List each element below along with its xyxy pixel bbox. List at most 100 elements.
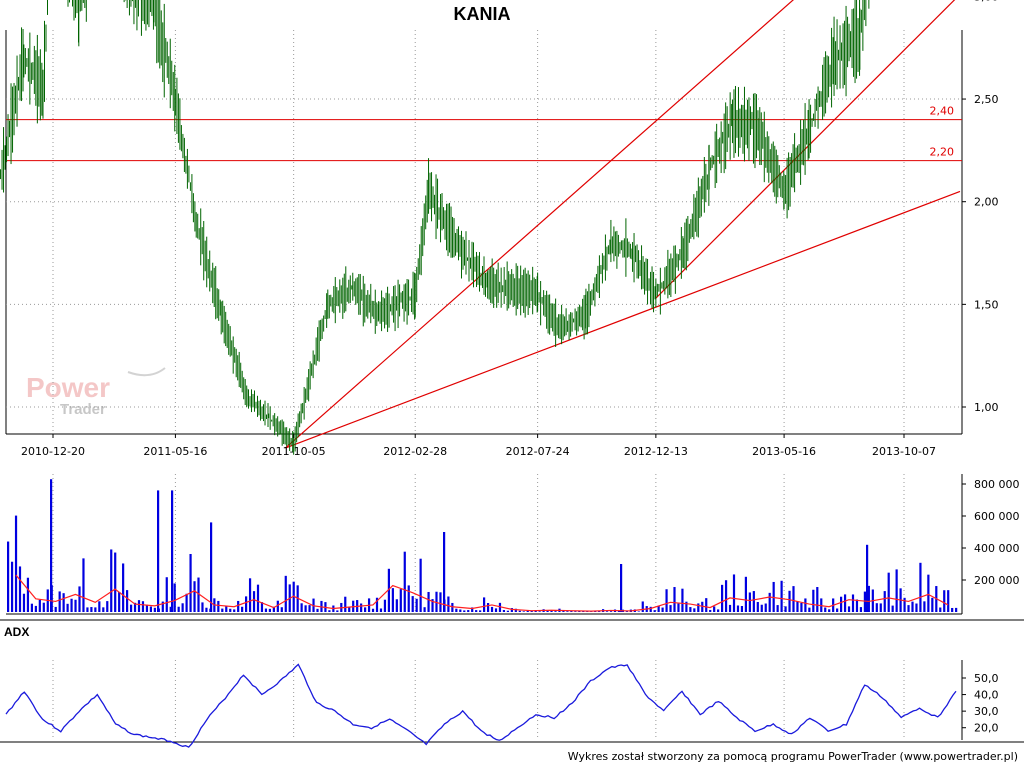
volume-y-ticks: 200 000 400 000 600 000 800 000 xyxy=(962,478,1020,587)
volume-bar xyxy=(185,593,188,612)
x-tick-label: 2013-10-07 xyxy=(872,445,936,458)
volume-bar xyxy=(677,603,680,612)
volume-bar xyxy=(165,577,168,612)
volume-bar xyxy=(685,601,688,612)
volume-spike xyxy=(443,532,446,612)
volume-bar xyxy=(114,552,117,612)
volume-bar xyxy=(812,589,815,612)
volume-bar xyxy=(522,611,525,612)
trend-line xyxy=(284,0,794,449)
volume-bar xyxy=(344,596,347,612)
volume-bar xyxy=(189,553,192,612)
volume-bar xyxy=(701,601,704,612)
trend-line xyxy=(285,190,961,449)
volume-bar xyxy=(90,607,93,612)
volume-bar xyxy=(371,608,375,612)
volume-bar xyxy=(383,599,387,612)
volume-bar xyxy=(661,607,664,612)
volume-bar xyxy=(221,608,224,612)
volume-bar xyxy=(673,587,676,612)
volume-bar xyxy=(665,589,668,612)
price-levels: 3,643,012,402,20 xyxy=(6,105,962,162)
volume-bar xyxy=(14,515,18,612)
volume-bar xyxy=(245,596,248,612)
x-tick-label: 2012-12-13 xyxy=(624,445,688,458)
price-y-ticks: 1,001,502,002,503,003,504,00 xyxy=(962,0,999,414)
volume-bar xyxy=(272,606,275,612)
volume-bar xyxy=(467,610,470,612)
y-tick-label: 600 000 xyxy=(974,510,1020,523)
volume-bar xyxy=(387,568,390,612)
price-panel xyxy=(5,30,963,435)
volume-bar xyxy=(471,607,474,612)
volume-bar xyxy=(18,566,22,612)
x-tick-label: 2010-12-20 xyxy=(21,445,85,458)
volume-moving-average xyxy=(15,574,949,612)
chart-title: KANIA xyxy=(454,4,511,24)
volume-bar xyxy=(732,574,736,612)
volume-bar xyxy=(419,558,422,612)
volume-bar xyxy=(407,585,410,612)
y-tick-label: 2,50 xyxy=(974,93,999,106)
volume-bar xyxy=(284,575,287,612)
volume-bar xyxy=(705,598,708,612)
volume-bar xyxy=(336,610,339,612)
volume-bar xyxy=(252,591,256,612)
volume-bar xyxy=(141,601,145,612)
volume-bar xyxy=(427,591,430,612)
volume-bar xyxy=(217,600,220,612)
volume-bar xyxy=(98,601,101,612)
volume-bar xyxy=(514,608,517,612)
volume-spike xyxy=(620,564,623,612)
volume-bar xyxy=(126,590,129,612)
volume-bar xyxy=(883,591,886,612)
volume-bar xyxy=(550,610,553,612)
volume-bar xyxy=(796,601,799,612)
x-tick-label: 2012-07-24 xyxy=(506,445,570,458)
volume-bar xyxy=(268,608,271,612)
volume-bar xyxy=(42,602,45,612)
volume-bar xyxy=(475,610,478,612)
y-tick-label: 3,00 xyxy=(974,0,999,3)
volume-bar xyxy=(728,604,732,612)
volume-bar xyxy=(923,601,926,612)
volume-bar xyxy=(241,606,244,612)
volume-bar xyxy=(415,598,418,612)
adx-y-ticks: 20,0 30,0 40,0 50,0 xyxy=(962,672,999,735)
volume-bar xyxy=(82,558,85,612)
level-label: 2,20 xyxy=(930,146,955,159)
volume-bar xyxy=(855,599,859,612)
volume-bar xyxy=(110,549,113,612)
volume-bar xyxy=(201,602,204,612)
volume-bar xyxy=(863,591,866,612)
volume-bar xyxy=(847,606,851,612)
volume-bar xyxy=(403,551,406,612)
y-tick-label: 200 000 xyxy=(974,574,1020,587)
y-tick-label: 400 000 xyxy=(974,542,1020,555)
volume-bar xyxy=(177,606,180,612)
volume-bar xyxy=(10,561,14,612)
volume-bar xyxy=(693,608,696,612)
volume-bar xyxy=(744,576,747,612)
volume-bar xyxy=(784,606,787,612)
y-tick-label: 800 000 xyxy=(974,478,1020,491)
volume-bar xyxy=(605,611,609,612)
volume-bar xyxy=(483,597,486,612)
volume-bar xyxy=(570,611,573,612)
volume-bar xyxy=(776,605,779,612)
volume-bar xyxy=(554,611,557,612)
volume-bar xyxy=(248,578,252,612)
volume-bar xyxy=(431,599,434,612)
volume-bar xyxy=(721,584,724,612)
volume-bar xyxy=(617,610,621,612)
volume-bar xyxy=(54,606,57,612)
powertrader-logo: Power Trader xyxy=(26,367,166,418)
volume-bar xyxy=(181,603,184,612)
volume-bar xyxy=(689,607,692,612)
volume-bar xyxy=(943,590,946,612)
volume-bars xyxy=(7,479,958,612)
volume-bar xyxy=(276,600,279,612)
volume-bar xyxy=(7,541,10,612)
logo-power: Power xyxy=(26,372,110,403)
volume-bar xyxy=(26,577,30,612)
